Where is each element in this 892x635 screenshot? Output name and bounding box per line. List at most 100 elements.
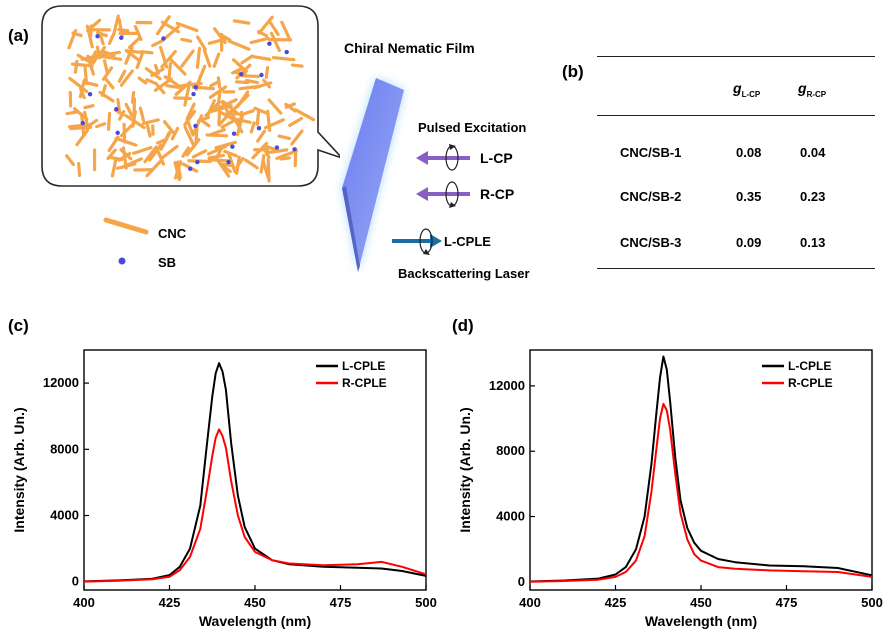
backscattering-label: Backscattering Laser <box>398 266 530 281</box>
cnc-rod <box>130 90 136 104</box>
cnc-rod <box>98 90 115 103</box>
cnc-rod <box>290 129 304 146</box>
cnc-rod <box>70 62 94 68</box>
sb-dot <box>114 107 119 112</box>
cnc-rod <box>145 123 152 138</box>
cnc-rod <box>266 109 272 132</box>
cnc-rod <box>216 89 222 107</box>
sb-dot <box>259 72 264 78</box>
cnc-rod <box>100 49 116 58</box>
cnc-rod <box>264 66 270 79</box>
rcp-label: R-CP <box>480 186 515 202</box>
sb-dot <box>267 41 272 46</box>
film-slab <box>342 78 404 272</box>
x-axis-label: Wavelength (nm) <box>199 613 311 629</box>
cnc-rod <box>191 149 208 159</box>
sb-dot <box>119 35 124 40</box>
cnc-rod <box>250 54 272 61</box>
sb-dot-cluster <box>80 34 297 171</box>
cnc-rod <box>253 81 273 90</box>
film-title: Chiral Nematic Film <box>344 40 475 56</box>
legend-label: L-CPLE <box>342 359 385 373</box>
cnc-rod <box>269 21 280 36</box>
y-tick-label: 4000 <box>496 509 525 524</box>
cnc-rod <box>227 39 251 51</box>
cnc-rod <box>263 144 281 153</box>
y-tick-label: 12000 <box>489 378 525 393</box>
cnc-rod-cluster <box>65 14 316 183</box>
cnc-rod <box>127 37 141 49</box>
series-line-r-cple <box>529 402 873 583</box>
sb-dot <box>284 49 289 55</box>
cnc-rod <box>180 37 193 43</box>
pulsed-excitation-label: Pulsed Excitation <box>418 120 527 135</box>
cnc-rod <box>214 140 237 150</box>
y-tick-label: 12000 <box>43 375 79 390</box>
cnc-rod <box>181 146 190 158</box>
cnc-rod <box>255 108 261 126</box>
cnc-rod <box>126 49 144 55</box>
cnc-rod <box>249 36 270 45</box>
cnc-rod <box>114 136 138 147</box>
legend-cnc-label: CNC <box>158 226 187 241</box>
cnc-rod <box>124 114 146 130</box>
cnc-rod <box>220 119 235 129</box>
y-tick-label: 8000 <box>50 441 79 456</box>
row-2-g-lcp: 0.35 <box>736 189 762 204</box>
series-line-l-cple <box>529 355 873 583</box>
cnc-rod <box>219 33 232 42</box>
cnc-rod <box>101 66 114 81</box>
header-g-lcp-symbol: g <box>733 80 742 96</box>
cnc-rod <box>277 134 291 141</box>
cnc-rod <box>119 121 136 138</box>
cnc-rod <box>183 125 195 146</box>
header-g-rcp: gR-CP <box>798 80 826 99</box>
series-line-l-cple <box>83 362 427 583</box>
x-tick-label: 450 <box>690 595 712 610</box>
x-tick-label: 475 <box>776 595 798 610</box>
cnc-rod <box>102 59 109 75</box>
cnc-rod <box>236 90 250 109</box>
cnc-rod <box>106 111 112 131</box>
cnc-rod <box>163 75 181 88</box>
sb-dot <box>195 159 200 165</box>
cnc-rod <box>155 83 166 95</box>
cnc-rod <box>159 131 171 151</box>
sb-dot <box>230 144 235 149</box>
x-axis-label: Wavelength (nm) <box>645 613 757 629</box>
cnc-rod <box>119 69 134 87</box>
cnc-rod <box>65 110 80 116</box>
cnc-rod <box>162 120 175 135</box>
cnc-rod <box>85 24 94 49</box>
cnc-rod <box>155 15 171 36</box>
cnc-rod <box>257 15 274 35</box>
cnc-rod <box>243 109 255 116</box>
cnc-rod <box>284 102 297 113</box>
cnc-rod <box>183 85 191 107</box>
cnc-rod <box>187 159 212 164</box>
x-tick-label: 425 <box>159 595 181 610</box>
cnc-rod <box>145 158 164 178</box>
cnc-rod <box>170 126 180 141</box>
cnc-rod <box>196 115 211 123</box>
series-line-r-cple <box>83 428 427 583</box>
cnc-rod <box>86 54 96 76</box>
cnc-rod <box>241 74 261 79</box>
cnc-rod <box>138 106 146 122</box>
cnc-rod <box>144 67 162 81</box>
row-1-g-rcp: 0.04 <box>800 145 826 160</box>
lcple-arrow-head <box>430 234 442 248</box>
cnc-rod <box>185 138 201 157</box>
row-3-g-rcp: 0.13 <box>800 235 826 250</box>
sb-dot <box>161 36 166 41</box>
header-g-lcp: gL-CP <box>733 80 760 99</box>
cnc-rod <box>117 151 132 162</box>
cnc-rod <box>200 119 211 128</box>
legend-symbols <box>103 217 149 265</box>
cnc-rod <box>161 144 179 160</box>
cnc-rod <box>222 165 232 174</box>
row-3-name: CNC/SB-3 <box>620 235 682 250</box>
cnc-rod <box>209 80 221 88</box>
sb-dot <box>256 125 262 131</box>
lcp-arrow-head <box>416 151 428 165</box>
